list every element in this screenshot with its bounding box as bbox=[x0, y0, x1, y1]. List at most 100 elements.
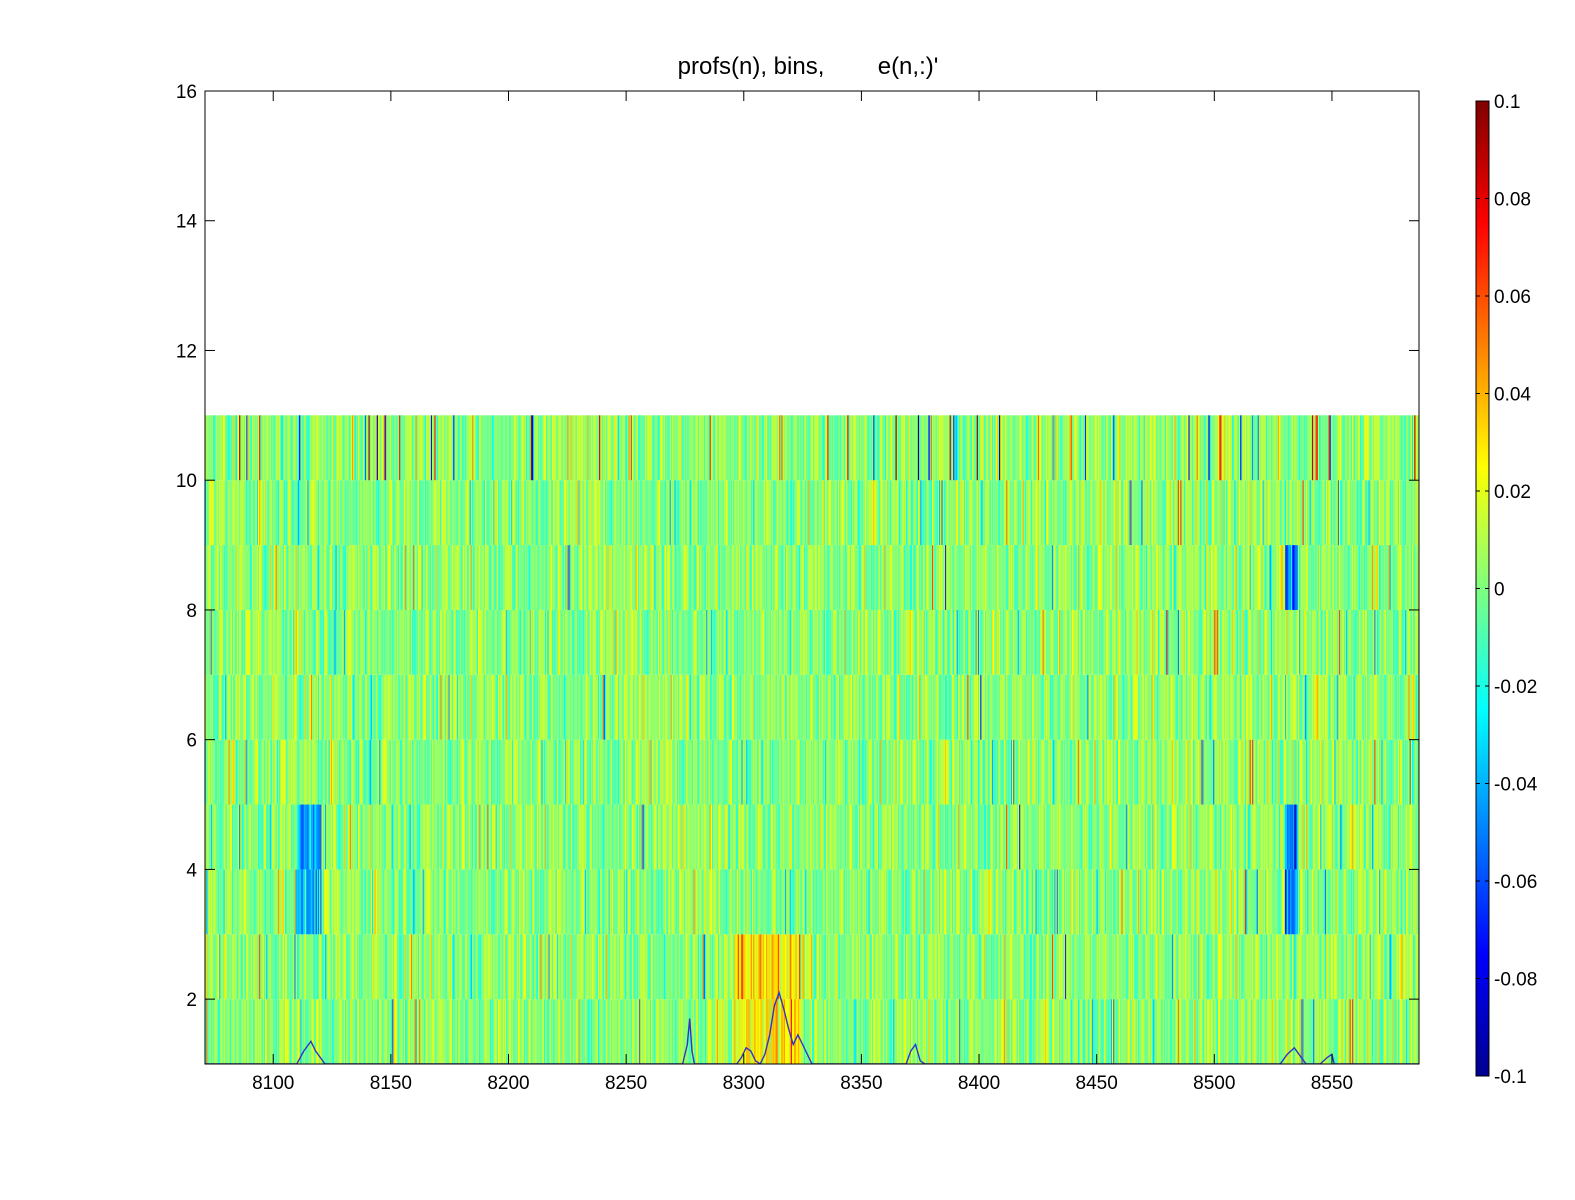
heatmap-cell bbox=[346, 999, 348, 1064]
heatmap-cell bbox=[312, 804, 314, 870]
heatmap-cell bbox=[739, 869, 741, 935]
heatmap-cell bbox=[675, 869, 678, 935]
heatmap-cell bbox=[357, 869, 360, 935]
heatmap-cell bbox=[632, 999, 634, 1064]
heatmap-cell bbox=[237, 804, 240, 870]
heatmap-cell bbox=[1242, 869, 1245, 935]
heatmap-cell bbox=[315, 804, 318, 870]
heatmap-cell bbox=[436, 934, 439, 1000]
heatmap-cell bbox=[707, 869, 709, 935]
heatmap-cell bbox=[588, 869, 591, 935]
heatmap-cell bbox=[1328, 934, 1330, 1000]
heatmap-cell bbox=[935, 869, 938, 935]
heatmap-cell bbox=[1260, 934, 1262, 1000]
heatmap-cell bbox=[361, 804, 364, 870]
heatmap-cell bbox=[536, 869, 539, 935]
heatmap-cell bbox=[943, 934, 946, 1000]
heatmap-cell bbox=[441, 999, 444, 1064]
heatmap-cell bbox=[809, 934, 812, 1000]
heatmap-cell bbox=[1148, 999, 1151, 1064]
heatmap-cell bbox=[267, 999, 269, 1064]
heatmap-cell bbox=[987, 934, 989, 1000]
heatmap-cell bbox=[801, 934, 803, 1000]
heatmap-cell bbox=[388, 804, 391, 870]
heatmap-cell bbox=[1275, 869, 1278, 935]
heatmap-cell bbox=[1316, 934, 1319, 1000]
heatmap-cell bbox=[497, 804, 500, 870]
heatmap-cell bbox=[227, 804, 229, 870]
heatmap-cell bbox=[973, 869, 975, 935]
heatmap-cell bbox=[566, 869, 568, 935]
heatmap-cell bbox=[1326, 999, 1328, 1064]
heatmap-cell bbox=[935, 999, 938, 1064]
heatmap-cell bbox=[876, 934, 879, 1000]
heatmap-cell bbox=[347, 804, 349, 870]
heatmap-cell bbox=[653, 804, 655, 870]
heatmap-cell bbox=[1267, 934, 1269, 1000]
heatmap-cell bbox=[688, 869, 691, 935]
heatmap-cell bbox=[1273, 869, 1275, 935]
heatmap-cell bbox=[449, 869, 452, 935]
heatmap-cell bbox=[515, 999, 518, 1064]
heatmap-cell bbox=[1202, 934, 1205, 1000]
heatmap-cell bbox=[663, 999, 666, 1064]
heatmap-cell bbox=[1063, 869, 1066, 935]
heatmap-cell bbox=[208, 804, 211, 870]
heatmap-cell bbox=[802, 934, 805, 1000]
heatmap-cell bbox=[1148, 869, 1151, 935]
heatmap-cell bbox=[1076, 934, 1079, 1000]
heatmap-cell bbox=[723, 869, 726, 935]
heatmap-cell bbox=[520, 999, 522, 1064]
heatmap-cell bbox=[803, 999, 806, 1064]
heatmap-cell bbox=[225, 999, 227, 1064]
heatmap-cell bbox=[580, 869, 582, 935]
heatmap-cell bbox=[788, 934, 791, 1000]
heatmap-cell bbox=[575, 869, 578, 935]
heatmap-cell bbox=[259, 804, 261, 870]
heatmap-cell bbox=[323, 934, 326, 1000]
heatmap-cell bbox=[1415, 934, 1418, 1000]
heatmap-cell bbox=[336, 934, 339, 1000]
heatmap-cell bbox=[950, 999, 953, 1064]
heatmap-cell bbox=[753, 869, 755, 935]
heatmap-cell bbox=[948, 869, 951, 935]
heatmap-cell bbox=[389, 869, 392, 935]
heatmap-cell bbox=[253, 869, 255, 935]
heatmap-cell bbox=[882, 999, 885, 1064]
heatmap-cell bbox=[388, 869, 391, 935]
heatmap-cell bbox=[1151, 934, 1154, 1000]
heatmap-cell bbox=[1291, 999, 1294, 1064]
heatmap-cell bbox=[330, 934, 333, 1000]
heatmap-cell bbox=[996, 869, 999, 935]
heatmap-cell bbox=[387, 804, 389, 870]
heatmap-cell bbox=[249, 934, 252, 1000]
heatmap-cell bbox=[680, 999, 682, 1064]
heatmap-cell bbox=[400, 804, 402, 870]
heatmap-cell bbox=[1294, 934, 1296, 1000]
heatmap-cell bbox=[680, 934, 682, 1000]
heatmap-cell bbox=[955, 934, 958, 1000]
heatmap-cell bbox=[755, 869, 758, 935]
heatmap-cell bbox=[1011, 869, 1014, 935]
heatmap-cell bbox=[1177, 869, 1180, 935]
heatmap-cell bbox=[360, 869, 362, 935]
heatmap-cell bbox=[573, 999, 575, 1064]
heatmap-cell bbox=[423, 804, 426, 870]
heatmap-cell bbox=[1122, 934, 1125, 1000]
heatmap-cell bbox=[1084, 999, 1087, 1064]
heatmap-cell bbox=[1099, 999, 1101, 1064]
heatmap-cell bbox=[652, 999, 654, 1064]
heatmap-cell bbox=[656, 999, 659, 1064]
heatmap-cell bbox=[255, 869, 258, 935]
heatmap-cell bbox=[528, 934, 531, 1000]
heatmap-cell bbox=[1366, 869, 1368, 935]
heatmap-cell bbox=[656, 804, 659, 870]
heatmap-cell bbox=[1207, 934, 1209, 1000]
heatmap-cell bbox=[343, 804, 346, 870]
heatmap-cell bbox=[439, 999, 441, 1064]
heatmap-cell bbox=[696, 934, 699, 1000]
heatmap-cell bbox=[748, 999, 751, 1064]
heatmap-cell bbox=[432, 869, 434, 935]
heatmap-cell bbox=[626, 999, 628, 1064]
heatmap-cell bbox=[813, 869, 815, 935]
